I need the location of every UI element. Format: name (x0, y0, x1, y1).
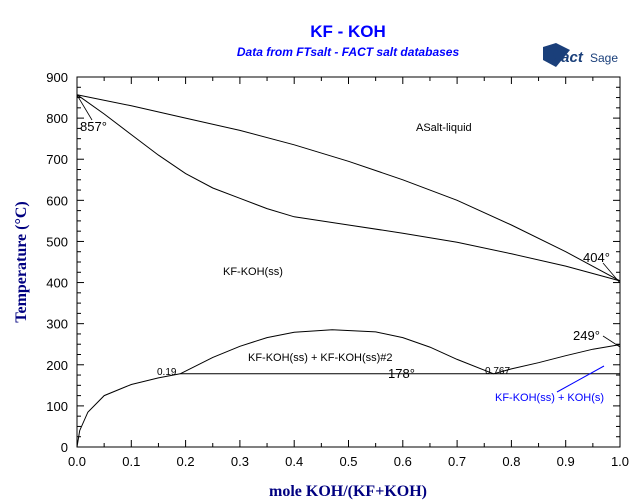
phase-boundaries (76, 94, 621, 448)
x-tick-label: 0.7 (448, 454, 466, 469)
y-tick-label: 400 (46, 276, 68, 291)
x-tick-label: 0.5 (339, 454, 357, 469)
y-tick-label: 200 (46, 358, 68, 373)
label-0.767: 0.767 (485, 366, 510, 377)
phase-boundary-3 (179, 329, 494, 375)
y-axis-label: Temperature (°C) (13, 201, 30, 322)
x-tick-label: 0.4 (285, 454, 303, 469)
y-tick-label: 300 (46, 317, 68, 332)
phase-boundary-4 (493, 344, 621, 375)
x-tick-label: 0.6 (394, 454, 412, 469)
y-tick-label: 700 (46, 152, 68, 167)
y-tick-label: 500 (46, 234, 68, 249)
chart-subtitle: Data from FTsalt - FACT salt databases (237, 45, 460, 59)
x-tick-label: 0.8 (502, 454, 520, 469)
leader-blue (556, 365, 605, 393)
chart-title: KF - KOH (310, 22, 386, 41)
y-tick-label: 900 (46, 70, 68, 85)
label-two-ss: KF-KOH(ss) + KF-KOH(ss)#2 (248, 352, 393, 364)
x-tick-label: 1.0 (611, 454, 629, 469)
phase-boundary-2 (76, 373, 181, 448)
label-249: 249° (573, 328, 600, 343)
svg-text:Sage: Sage (590, 51, 618, 65)
x-tick-label: 0.2 (177, 454, 195, 469)
y-tick-label: 100 (46, 399, 68, 414)
leader-857 (76, 94, 93, 121)
x-axis-label: mole KOH/(KF+KOH) (269, 483, 427, 500)
phase-boundary-0 (76, 94, 621, 282)
axis-ticks (76, 76, 621, 448)
y-tick-labels: 0 100 200 300 400 500 600 700 800 900 (46, 70, 68, 455)
label-liquid: ASalt-liquid (416, 122, 472, 134)
label-178: 178° (388, 366, 415, 381)
x-tick-label: 0.0 (68, 454, 86, 469)
y-tick-label: 600 (46, 193, 68, 208)
factsage-logo: Fact Sage (543, 43, 618, 67)
label-857: 857° (80, 119, 107, 134)
label-ss-koh: KF-KOH(ss) + KOH(s) (495, 392, 604, 404)
x-tick-label: 0.9 (557, 454, 575, 469)
x-tick-label: 0.3 (231, 454, 249, 469)
label-404: 404° (583, 250, 610, 265)
label-ss: KF-KOH(ss) (223, 266, 283, 278)
y-tick-label: 800 (46, 111, 68, 126)
leader-249 (602, 335, 621, 348)
y-tick-label: 0 (61, 440, 68, 455)
x-tick-label: 0.1 (122, 454, 140, 469)
leader-404 (602, 262, 621, 284)
x-tick-labels: 0.0 0.1 0.2 0.3 0.4 0.5 0.6 0.7 0.8 0.9 1.0 (68, 454, 629, 469)
phase-boundary-1 (76, 94, 621, 282)
label-0.19: 0.19 (157, 367, 177, 378)
svg-text:Fact: Fact (552, 49, 584, 66)
